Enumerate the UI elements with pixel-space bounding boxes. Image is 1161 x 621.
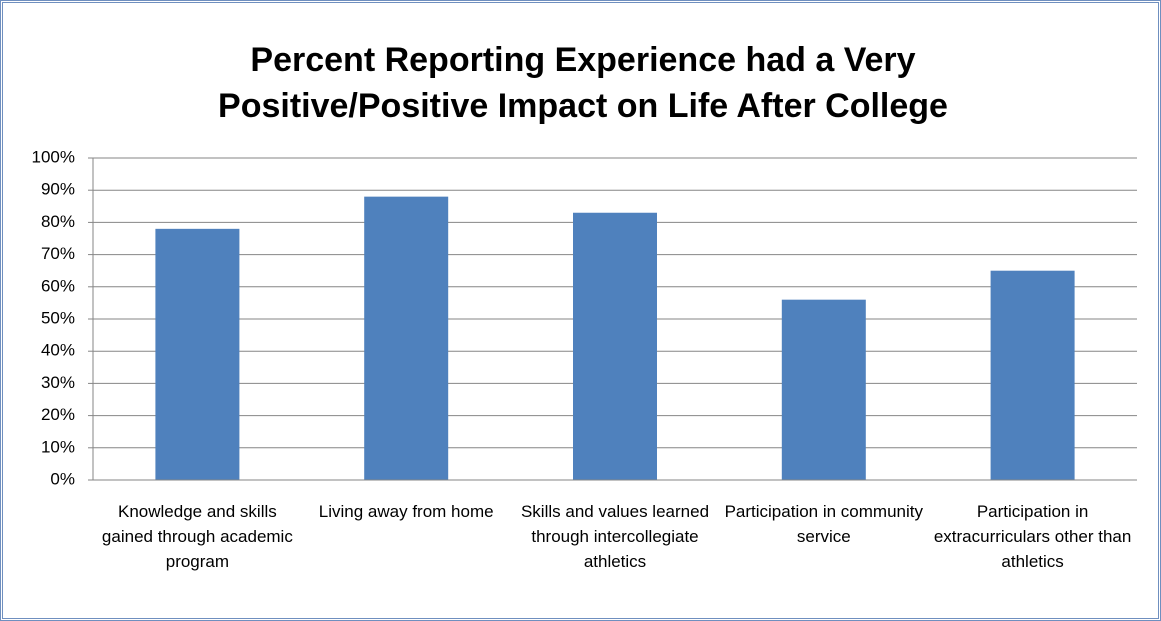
x-tick-label: Participation in extracurriculars other … [933,502,1132,571]
bar [781,299,866,480]
bar [990,270,1075,480]
y-tick-label: 80% [41,212,75,231]
y-tick-label: 60% [41,276,75,295]
y-tick-label: 0% [50,469,75,488]
y-tick-label: 50% [41,308,75,327]
bar [364,196,449,480]
x-tick-label: Participation in community service [724,502,923,546]
x-tick-label: Skills and values learned through interc… [520,502,710,571]
bar [573,212,657,481]
chart-title: Percent Reporting Experience had a Very … [218,41,948,125]
chart: 0% 10% 20% 30% 40% 50% 60% 70% 80% 90% 100% [32,147,1137,488]
y-tick-label: 30% [41,373,75,392]
y-tick-label: 100% [32,147,75,166]
x-tick-label: Knowledge and skills gained through acad… [101,502,293,571]
y-tick-label: 90% [41,180,75,199]
y-tick-label: 10% [41,437,75,456]
y-tick-label: 40% [41,341,75,360]
x-tick-label: Living away from home [318,502,494,521]
y-tick-label: 70% [41,244,75,263]
y-tick-label: 20% [41,405,75,424]
bar [155,228,240,480]
